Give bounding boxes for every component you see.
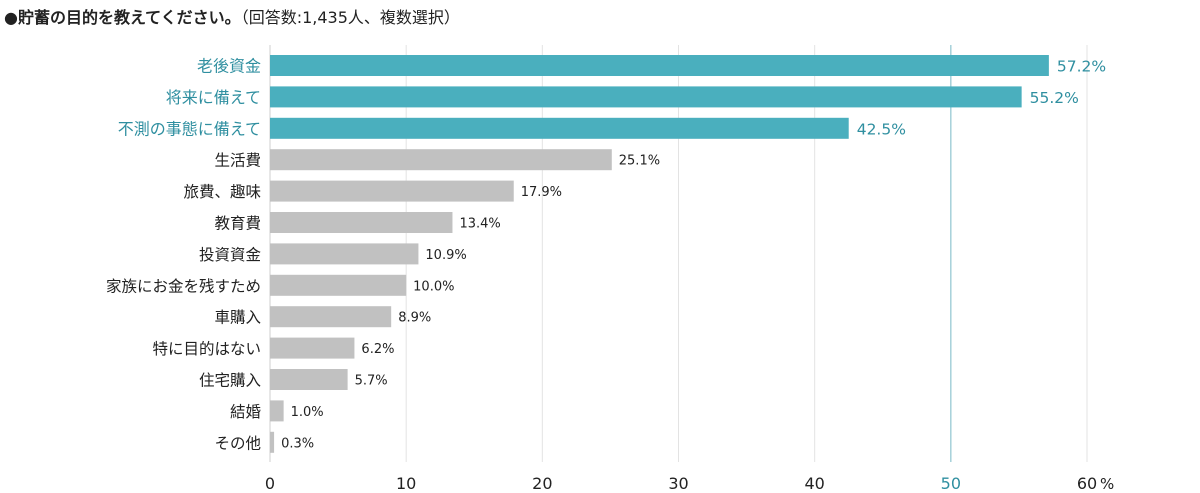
bar-13 — [270, 431, 275, 453]
x-tick-label-20: 20 — [532, 474, 552, 493]
x-tick-label-40: 40 — [804, 474, 824, 493]
value-label-10: 6.2% — [361, 342, 394, 357]
value-label-2: 55.2% — [1030, 89, 1079, 107]
value-label-11: 5.7% — [355, 374, 388, 389]
bar-8 — [270, 274, 407, 296]
x-tick-label-50: 50 — [941, 474, 961, 493]
chart-title: ●貯蓄の目的を教えてください。（回答数:1,435人、複数選択） — [4, 4, 460, 28]
bar-2 — [270, 86, 1022, 108]
x-axis-unit: % — [1100, 475, 1114, 493]
value-label-9: 8.9% — [398, 311, 431, 326]
value-label-3: 42.5% — [857, 120, 906, 138]
category-label-4: 生活費 — [214, 152, 261, 170]
bar-7 — [270, 243, 419, 265]
category-label-8: 家族にお金を残すため — [106, 277, 261, 295]
bar-11 — [270, 369, 348, 390]
bar-9 — [270, 306, 392, 328]
value-label-7: 10.9% — [425, 248, 466, 263]
category-label-12: 結婚 — [230, 403, 262, 421]
category-label-2: 将来に備えて — [166, 88, 261, 107]
category-label-11: 住宅購入 — [199, 372, 261, 390]
category-label-9: 車購入 — [214, 309, 261, 327]
chart-title-sub: （回答数:1,435人、複数選択） — [240, 8, 460, 27]
value-label-6: 13.4% — [459, 217, 500, 232]
x-tick-label-0: 0 — [265, 474, 275, 493]
x-tick-label-30: 30 — [668, 474, 688, 493]
category-label-10: 特に目的はない — [152, 340, 261, 358]
category-label-1: 老後資金 — [197, 57, 261, 76]
bar-1 — [270, 55, 1049, 76]
bar-4 — [270, 149, 612, 171]
value-label-5: 17.9% — [521, 185, 562, 200]
bar-3 — [270, 117, 849, 139]
bar-10 — [270, 337, 355, 359]
value-label-8: 10.0% — [413, 279, 454, 294]
category-label-7: 投資資金 — [199, 246, 262, 264]
bar-6 — [270, 212, 453, 233]
value-label-13: 0.3% — [281, 436, 314, 451]
value-label-4: 25.1% — [619, 154, 660, 169]
value-label-12: 1.0% — [291, 405, 324, 420]
category-label-3: 不測の事態に備えて — [118, 119, 261, 138]
category-label-13: その他 — [214, 434, 261, 452]
x-tick-label-60: 60 — [1077, 474, 1097, 493]
category-label-5: 旅費、趣味 — [183, 183, 261, 201]
bar-12 — [270, 400, 284, 422]
category-label-6: 教育費 — [214, 215, 261, 233]
value-label-1: 57.2% — [1057, 58, 1106, 76]
bar-5 — [270, 180, 514, 202]
x-tick-label-10: 10 — [396, 474, 416, 493]
chart-title-main: ●貯蓄の目的を教えてください。 — [4, 8, 241, 27]
